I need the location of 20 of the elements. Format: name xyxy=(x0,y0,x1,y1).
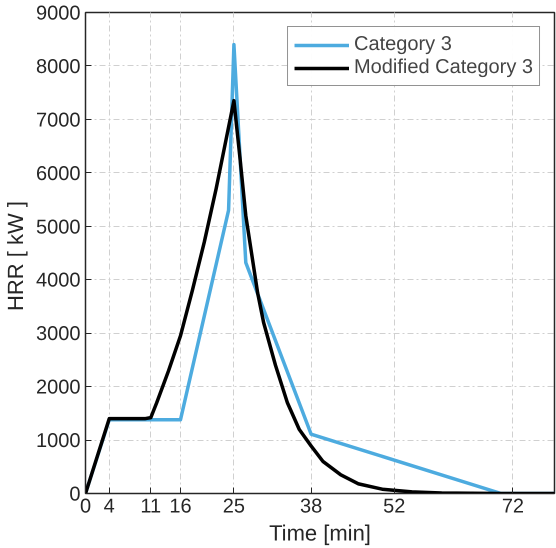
legend-label: Category 3 xyxy=(354,33,452,56)
y-tick-label: 3000 xyxy=(36,323,81,346)
x-tick-label: 38 xyxy=(300,496,322,518)
y-tick-label: 5000 xyxy=(36,216,81,238)
y-tick-label: 1000 xyxy=(36,430,81,452)
x-tick-label: 72 xyxy=(502,496,524,518)
y-axis-title: HRR [ kW ] xyxy=(3,201,28,312)
y-tick-label: 9000 xyxy=(36,2,81,24)
legend-label: Modified Category 3 xyxy=(354,56,533,79)
y-tick-label: 4000 xyxy=(36,270,81,292)
y-tick-label: 7000 xyxy=(36,109,81,132)
x-tick-label: 4 xyxy=(104,496,115,518)
x-axis-title: Time [min] xyxy=(269,520,371,546)
y-tick-label: 8000 xyxy=(36,56,81,78)
x-tick-label: 11 xyxy=(140,496,162,518)
x-tick-label: 52 xyxy=(383,496,406,518)
y-tick-label: 2000 xyxy=(36,376,81,399)
x-tick-label: 16 xyxy=(169,496,192,518)
y-tick-label: 6000 xyxy=(36,162,81,185)
x-tick-label: 25 xyxy=(222,496,246,518)
